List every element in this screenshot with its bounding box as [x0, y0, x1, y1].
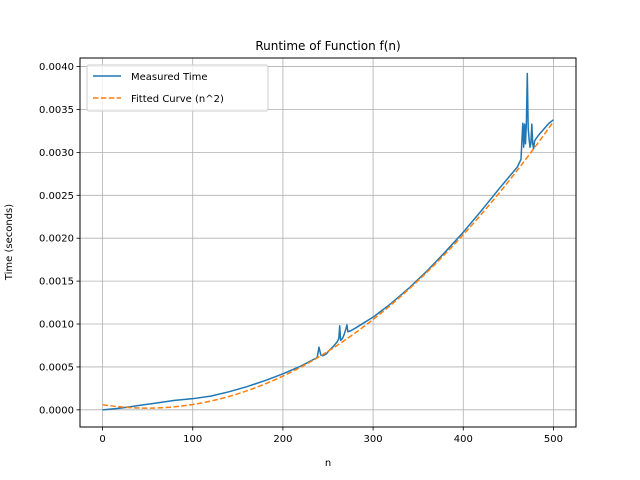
y-tick-label: 0.0020 — [39, 234, 74, 245]
plot-area: 0 100 200 300 400 500 0.0000 0.0005 0.0010 0.001… — [39, 57, 577, 445]
axes-frame — [79, 57, 577, 428]
y-tick-label: 0.0000 — [39, 405, 74, 416]
y-tick-label: 0.0030 — [39, 148, 74, 159]
x-tick-label: 400 — [454, 434, 473, 445]
x-axis-ticks: 0 100 200 300 400 500 — [99, 427, 563, 445]
y-axis-ticks: 0.0000 0.0005 0.0010 0.0015 0.0020 0.0025 0.00… — [39, 62, 80, 416]
x-tick-label: 500 — [544, 434, 563, 445]
y-tick-label: 0.0005 — [39, 362, 74, 373]
series-line-fitted-curve — [102, 121, 555, 409]
x-tick-label: 100 — [183, 434, 202, 445]
legend-box — [86, 64, 269, 112]
y-tick-label: 0.0040 — [39, 62, 74, 73]
x-tick-label: 0 — [99, 434, 105, 445]
grid-lines — [80, 58, 576, 427]
x-tick-label: 300 — [364, 434, 383, 445]
y-tick-label: 0.0015 — [39, 277, 74, 288]
series-layer — [102, 72, 555, 411]
y-axis-label: Time (seconds) — [4, 204, 15, 281]
y-tick-label: 0.0035 — [39, 105, 74, 116]
legend-label-measured-time: Measured Time — [131, 72, 208, 83]
x-tick-label: 200 — [273, 434, 292, 445]
legend-label-fitted-curve: Fitted Curve (n^2) — [131, 94, 224, 105]
y-tick-label: 0.0010 — [39, 320, 74, 331]
chart-title: Runtime of Function f(n) — [255, 39, 400, 53]
x-axis-label: n — [325, 458, 331, 469]
series-line-measured-time — [102, 72, 554, 411]
y-tick-label: 0.0025 — [39, 191, 74, 202]
legend: Measured Time Fitted Curve (n^2) — [86, 64, 269, 112]
